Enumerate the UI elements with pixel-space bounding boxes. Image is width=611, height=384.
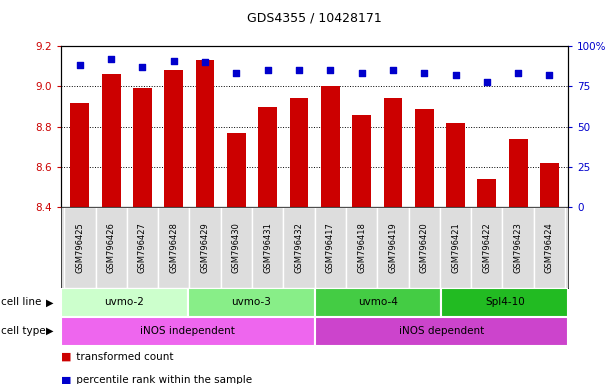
- Text: ■: ■: [61, 375, 71, 384]
- Bar: [227, 133, 246, 384]
- Text: GSM796428: GSM796428: [169, 222, 178, 273]
- Point: [326, 67, 335, 73]
- Bar: [196, 60, 214, 384]
- Bar: [95, 207, 127, 288]
- Text: GSM796427: GSM796427: [138, 222, 147, 273]
- Bar: [290, 99, 309, 384]
- Text: iNOS dependent: iNOS dependent: [399, 326, 484, 336]
- Bar: [315, 317, 568, 346]
- Point: [75, 62, 85, 68]
- Text: GSM796422: GSM796422: [482, 222, 491, 273]
- Bar: [164, 70, 183, 384]
- Point: [169, 58, 178, 64]
- Bar: [70, 103, 89, 384]
- Bar: [221, 207, 252, 288]
- Bar: [64, 207, 95, 288]
- Point: [513, 70, 523, 76]
- Bar: [502, 207, 534, 288]
- Bar: [284, 207, 315, 288]
- Bar: [102, 74, 120, 384]
- Bar: [158, 207, 189, 288]
- Bar: [315, 207, 346, 288]
- Text: ■: ■: [61, 352, 71, 362]
- Bar: [440, 207, 471, 288]
- Bar: [352, 115, 371, 384]
- Point: [544, 72, 554, 78]
- Text: GSM796423: GSM796423: [514, 222, 522, 273]
- Point: [357, 70, 367, 76]
- Text: GSM796418: GSM796418: [357, 222, 366, 273]
- Bar: [415, 109, 434, 384]
- Bar: [384, 99, 402, 384]
- Text: uvmo-2: uvmo-2: [104, 297, 144, 308]
- Text: GSM796432: GSM796432: [295, 222, 304, 273]
- Text: ▶: ▶: [46, 326, 54, 336]
- Text: cell type: cell type: [1, 326, 46, 336]
- Point: [106, 56, 116, 62]
- Bar: [471, 207, 502, 288]
- Bar: [509, 139, 527, 384]
- Text: GSM796421: GSM796421: [451, 222, 460, 273]
- Text: ▶: ▶: [46, 297, 54, 308]
- Bar: [61, 317, 315, 346]
- Text: uvmo-3: uvmo-3: [232, 297, 271, 308]
- Text: percentile rank within the sample: percentile rank within the sample: [73, 375, 252, 384]
- Text: GDS4355 / 10428171: GDS4355 / 10428171: [247, 12, 382, 25]
- Text: Spl4-10: Spl4-10: [485, 297, 525, 308]
- Text: iNOS independent: iNOS independent: [141, 326, 235, 336]
- Text: GSM796420: GSM796420: [420, 222, 429, 273]
- Bar: [189, 207, 221, 288]
- Text: GSM796424: GSM796424: [545, 222, 554, 273]
- Bar: [321, 86, 340, 384]
- Point: [419, 70, 429, 76]
- Point: [137, 64, 147, 70]
- Bar: [346, 207, 377, 288]
- Bar: [315, 288, 441, 317]
- Bar: [446, 122, 465, 384]
- Text: GSM796419: GSM796419: [389, 222, 397, 273]
- Text: GSM796430: GSM796430: [232, 222, 241, 273]
- Text: GSM796429: GSM796429: [200, 222, 210, 273]
- Bar: [188, 288, 315, 317]
- Point: [482, 78, 492, 84]
- Point: [388, 67, 398, 73]
- Text: GSM796431: GSM796431: [263, 222, 273, 273]
- Point: [200, 59, 210, 65]
- Text: uvmo-4: uvmo-4: [358, 297, 398, 308]
- Text: GSM796426: GSM796426: [107, 222, 115, 273]
- Bar: [61, 288, 188, 317]
- Text: transformed count: transformed count: [73, 352, 174, 362]
- Bar: [133, 88, 152, 384]
- Point: [451, 72, 461, 78]
- Bar: [441, 288, 568, 317]
- Bar: [540, 163, 559, 384]
- Bar: [534, 207, 565, 288]
- Bar: [477, 179, 496, 384]
- Text: GSM796425: GSM796425: [75, 222, 84, 273]
- Point: [294, 67, 304, 73]
- Point: [232, 70, 241, 76]
- Bar: [258, 106, 277, 384]
- Bar: [252, 207, 284, 288]
- Bar: [127, 207, 158, 288]
- Text: GSM796417: GSM796417: [326, 222, 335, 273]
- Text: cell line: cell line: [1, 297, 42, 308]
- Bar: [377, 207, 409, 288]
- Bar: [409, 207, 440, 288]
- Point: [263, 67, 273, 73]
